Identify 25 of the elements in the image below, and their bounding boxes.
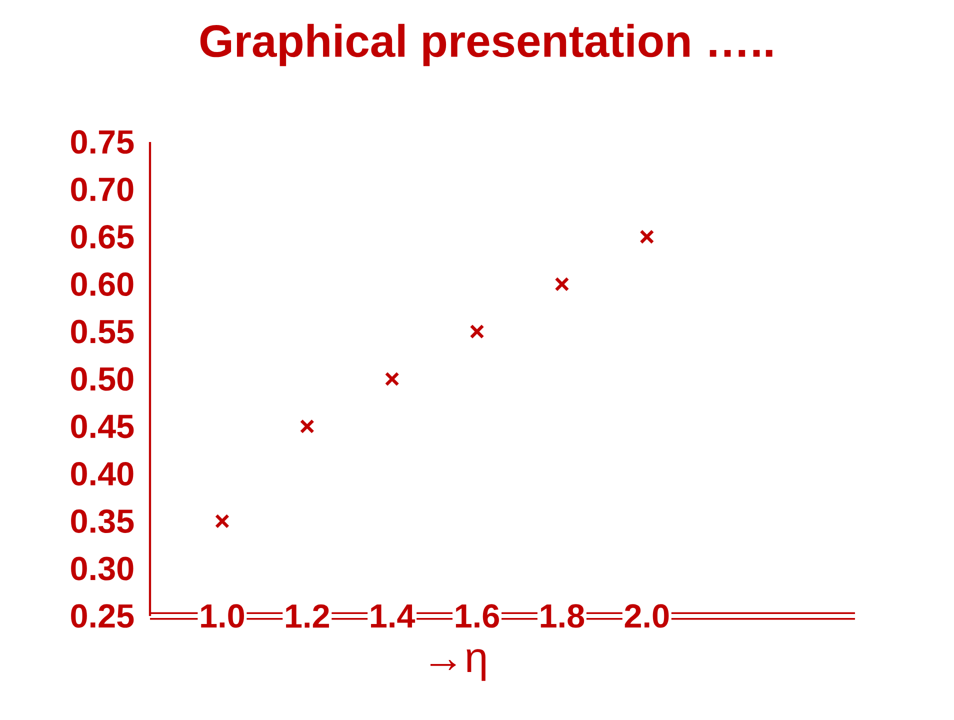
- x-axis-title: →η: [430, 649, 486, 681]
- y-tick-label: 0.55: [71, 320, 134, 344]
- point: [470, 324, 484, 339]
- point: [384, 372, 400, 386]
- x-tick-label: 1.4: [371, 604, 416, 628]
- y-tick-label: 0.50: [71, 367, 134, 391]
- y-tick-label: 0.60: [71, 272, 134, 296]
- chart-title: Graphical presentation …..: [200, 24, 772, 66]
- y-tick-label: 0.30: [71, 556, 134, 580]
- y-tick-label: 0.25: [71, 604, 134, 628]
- y-tick-label: 0.35: [71, 509, 134, 534]
- point: [214, 514, 230, 528]
- point: [300, 419, 314, 434]
- x-tick-label: 1.8: [540, 604, 584, 628]
- x-tick-label: 1.6: [456, 604, 499, 628]
- y-tick-label: 0.75: [71, 130, 134, 154]
- point: [640, 230, 654, 244]
- y-tick-label: 0.65: [71, 224, 134, 249]
- y-tick-label: 0.70: [71, 178, 134, 202]
- x-tick-label: 1.0: [201, 604, 244, 628]
- x-tick-label: 2.0: [624, 604, 669, 628]
- y-tick-label: 0.40: [71, 462, 134, 486]
- x-tick-label: 1.2: [286, 604, 329, 628]
- y-tick-label: 0.45: [71, 414, 134, 438]
- point: [554, 276, 570, 292]
